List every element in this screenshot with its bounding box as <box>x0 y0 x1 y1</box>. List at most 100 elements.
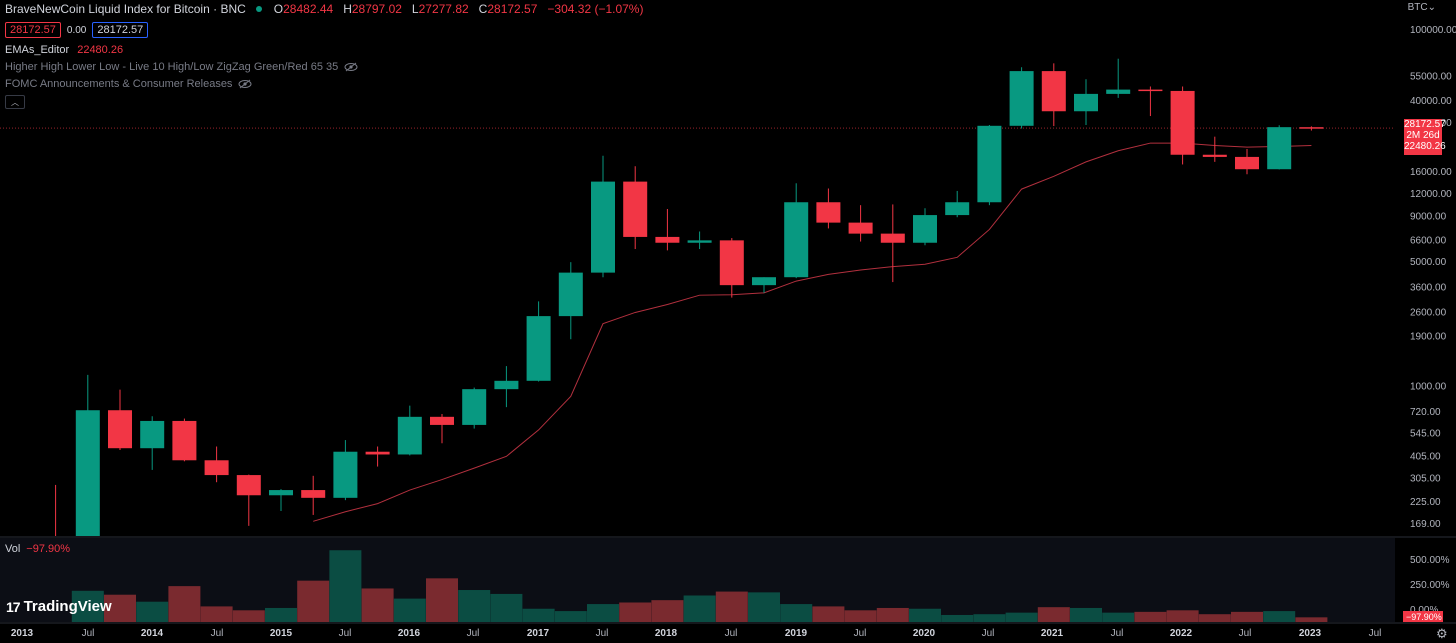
candle-body[interactable] <box>140 420 165 449</box>
candle-body[interactable] <box>1267 127 1292 170</box>
price-axis-label: 405.00 <box>1410 451 1441 462</box>
time-axis-label: 2014 <box>141 628 164 639</box>
indicator-value: 22480.26 <box>77 44 124 56</box>
time-axis-label: 2016 <box>398 628 421 639</box>
price-tags: 28172.57 2M 26d 22480.26 <box>1404 119 1446 155</box>
price-axis-label: 55000.00 <box>1410 71 1452 82</box>
ohlc-high: H28797.02 <box>343 2 402 16</box>
price-axis-label: 720.00 <box>1410 407 1441 418</box>
candle-body[interactable] <box>913 215 937 243</box>
volume-axis-label: 250.00% <box>1410 580 1450 591</box>
candle-body[interactable] <box>204 460 229 476</box>
volume-bar <box>490 593 523 622</box>
volume-bar <box>941 614 974 622</box>
candle-body[interactable] <box>494 380 519 390</box>
candle-body[interactable] <box>333 451 358 498</box>
time-axis-label: Jul <box>1239 628 1252 639</box>
price-axis-label: 225.00 <box>1410 497 1441 508</box>
candle-body[interactable] <box>880 233 905 243</box>
gear-icon[interactable]: ⚙ <box>1436 626 1448 641</box>
time-axis-label: Jul <box>467 628 480 639</box>
candle-body[interactable] <box>462 389 487 425</box>
volume-label: Vol <box>5 543 21 555</box>
price-axis-label: 545.00 <box>1410 428 1441 439</box>
candle-body[interactable] <box>945 202 970 216</box>
volume-bar <box>973 614 1006 622</box>
price-axis-label: 1000.00 <box>1410 381 1447 392</box>
time-axis-label: 2020 <box>913 628 936 639</box>
candle-body[interactable] <box>172 420 197 461</box>
indicator-name: FOMC Announcements & Consumer Releases <box>5 78 233 90</box>
volume-bar <box>1102 612 1135 622</box>
candle-body[interactable] <box>687 240 712 243</box>
candle-body[interactable] <box>623 181 648 237</box>
trade-buttons: 28172.57 0.00 28172.57 <box>5 22 149 38</box>
spread-value: 0.00 <box>66 24 87 36</box>
currency-label[interactable]: BTC⌄ <box>1407 2 1436 13</box>
candle-body[interactable] <box>1009 71 1034 126</box>
hidden-eye-icon[interactable] <box>238 79 252 89</box>
tradingview-logo[interactable]: 17 TradingView <box>6 598 112 615</box>
candle-body[interactable] <box>591 181 615 273</box>
candle-body[interactable] <box>75 410 100 536</box>
candle-body[interactable] <box>365 451 390 455</box>
indicator-legend-zigzag[interactable]: Higher High Lower Low - Live 10 High/Low… <box>5 61 358 73</box>
candle-body[interactable] <box>784 202 809 278</box>
time-axis-label: 2023 <box>1299 628 1322 639</box>
collapse-legend-button[interactable]: ︿ <box>5 95 25 109</box>
ohlc-change: −304.32 (−1.07%) <box>547 2 644 16</box>
price-axis-label: 40000.00 <box>1410 96 1452 107</box>
indicator-name: Higher High Lower Low - Live 10 High/Low… <box>5 61 339 73</box>
volume-bar <box>909 608 941 622</box>
indicator-legend-fomc[interactable]: FOMC Announcements & Consumer Releases <box>5 78 252 90</box>
candle-body[interactable] <box>1202 154 1227 157</box>
volume-bar <box>780 604 813 622</box>
candle-body[interactable] <box>269 490 293 496</box>
buy-price-button[interactable]: 28172.57 <box>92 22 149 38</box>
candle-body[interactable] <box>1106 89 1131 94</box>
volume-legend[interactable]: Vol −97.90% <box>5 543 70 555</box>
time-axis-label: Jul <box>854 628 867 639</box>
volume-axis-label: 0.00% <box>1410 605 1438 616</box>
candle-body[interactable] <box>1041 71 1066 112</box>
ema-price-tag: 22480.26 <box>1404 141 1446 152</box>
volume-bar <box>1198 614 1231 622</box>
hidden-eye-icon[interactable] <box>344 62 358 72</box>
candle-body[interactable] <box>301 490 326 498</box>
candle-body[interactable] <box>655 236 680 243</box>
candle-body[interactable] <box>397 416 422 455</box>
time-axis-label: 2022 <box>1170 628 1193 639</box>
time-axis-label: 2013 <box>11 628 34 639</box>
candle-body[interactable] <box>977 125 1002 203</box>
candle-body[interactable] <box>848 222 873 234</box>
ohlc-open: O28482.44 <box>273 2 334 16</box>
candle-body[interactable] <box>1138 89 1163 92</box>
volume-bar <box>1070 607 1102 622</box>
volume-bar <box>748 592 780 622</box>
time-axis-label: Jul <box>725 628 738 639</box>
candle-body[interactable] <box>1299 127 1324 129</box>
volume-bar <box>1134 611 1167 622</box>
candle-body[interactable] <box>752 277 776 286</box>
volume-tag: −97.90% <box>1406 612 1442 622</box>
candle-body[interactable] <box>430 416 454 425</box>
candle-body[interactable] <box>1074 93 1098 112</box>
time-axis-label: Jul <box>596 628 609 639</box>
market-status-icon <box>255 6 262 12</box>
sell-price-button[interactable]: 28172.57 <box>5 22 61 38</box>
candle-body[interactable] <box>816 202 841 223</box>
indicator-legend-ema[interactable]: EMAs_Editor 22480.26 <box>5 44 123 56</box>
candle-body[interactable] <box>526 316 551 381</box>
time-axis-label: 2021 <box>1041 628 1064 639</box>
symbol-title[interactable]: BraveNewCoin Liquid Index for Bitcoin · … <box>5 2 246 16</box>
volume-bar <box>554 611 587 622</box>
candle-body[interactable] <box>719 240 744 286</box>
candle-body[interactable] <box>558 272 583 317</box>
candle-body[interactable] <box>1170 90 1195 155</box>
candle-body[interactable] <box>236 475 261 496</box>
candle-body[interactable] <box>108 410 132 449</box>
candle-body[interactable] <box>1235 156 1259 170</box>
volume-bar <box>1037 607 1070 622</box>
